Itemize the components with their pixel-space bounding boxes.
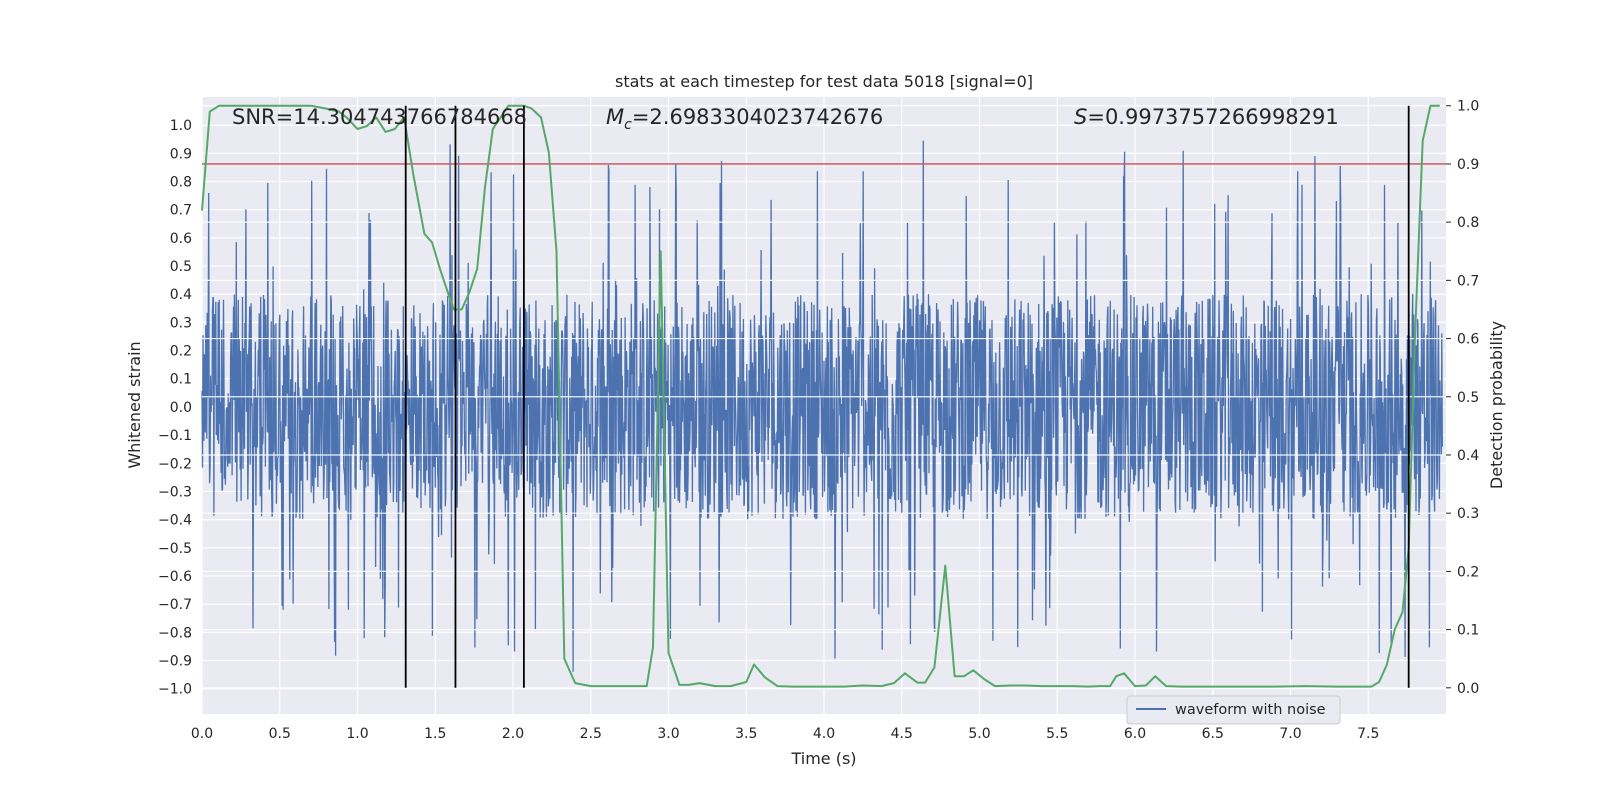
y-tick-label-right: 0.0 [1457,681,1479,697]
axis-layer: 0.0 0.5 1.0 1.5 2.0 2.5 3.0 3.5 4.0 4.5 5.0 5.5 6.0 6… [158,99,1479,742]
y-tick-label-right: 0.5 [1457,390,1479,406]
y-tick-label-left: −1.0 [158,682,192,698]
x-tick-label: 6.5 [1202,726,1224,742]
y-tick-label-left: 0.2 [170,344,192,360]
y-tick-label-right: 0.4 [1457,448,1479,464]
legend-box [1126,695,1341,725]
y-tick-label-left: 0.6 [170,231,192,247]
y-tick-label-right: 0.3 [1457,506,1479,522]
y-tick-label-right: 0.2 [1457,564,1479,580]
y-tick-label-left: −0.3 [158,484,192,500]
chart-title: stats at each timestep for test data 501… [615,72,1033,91]
y-tick-label-left: 0.1 [170,372,192,388]
x-tick-label: 0.5 [269,726,291,742]
x-axis-label: Time (s) [790,749,856,768]
y-tick-label-left: 1.0 [170,118,192,134]
y-tick-label-left: −0.1 [158,428,192,444]
y-tick-label-left: 0.0 [170,400,192,416]
x-tick-label: 4.0 [813,726,835,742]
detection-statistic-annotation: S=0.9973757266998291 [1074,105,1339,129]
x-tick-label: 5.0 [968,726,990,742]
y-tick-label-left: −0.2 [158,456,192,472]
x-tick-label: 2.5 [580,726,602,742]
y-tick-label-right: 0.7 [1457,273,1479,289]
y-tick-label-left: −0.7 [158,597,192,613]
x-tick-label: 7.5 [1357,726,1379,742]
x-tick-label: 0.0 [191,726,213,742]
detection-probability-line [201,104,1440,688]
y-tick-label-left: 0.8 [170,175,192,191]
x-tick-label: 5.5 [1046,726,1068,742]
legend: waveform with noise [1126,695,1341,725]
x-tick-label: 1.0 [346,726,368,742]
y-tick-label-left: 0.5 [170,259,192,275]
y-tick-label-left: −0.4 [158,513,192,529]
y-tick-label-right: 0.1 [1457,623,1479,639]
legend-label: waveform with noise [1175,702,1326,718]
y-tick-label-left: −0.5 [158,541,192,557]
y-axis-label-right: Detection probability [1487,321,1506,489]
y-tick-label-right: 0.8 [1457,215,1479,231]
x-tick-label: 4.5 [891,726,913,742]
chirp-mass-annotation: Mc=2.6983304023742676 [606,105,883,133]
y-tick-label-left: 0.9 [170,146,192,162]
y-tick-label-left: 0.7 [170,203,192,219]
y-tick-label-right: 0.9 [1457,157,1479,173]
x-tick-label: 1.5 [424,726,446,742]
y-tick-label-left: 0.3 [170,315,192,331]
y-tick-label-right: 0.6 [1457,332,1479,348]
waveform-series [201,140,1443,672]
x-tick-label: 3.0 [657,726,679,742]
waveform-line [201,140,1443,672]
y-tick-label-left: −0.9 [158,653,192,669]
x-tick-label: 3.5 [735,726,757,742]
y-tick-label-left: −0.6 [158,569,192,585]
x-tick-label: 2.0 [502,726,524,742]
x-tick-label: 7.0 [1279,726,1301,742]
y-tick-label-left: 0.4 [170,287,192,303]
x-tick-label: 6.0 [1124,726,1146,742]
y-tick-label-left: −0.8 [158,625,192,641]
overlay-layer [201,104,1446,689]
snr-annotation: SNR=14.304743766784668 [232,105,527,129]
y-axis-label-left: Whitened strain [125,341,144,468]
y-tick-label-right: 1.0 [1457,99,1479,115]
